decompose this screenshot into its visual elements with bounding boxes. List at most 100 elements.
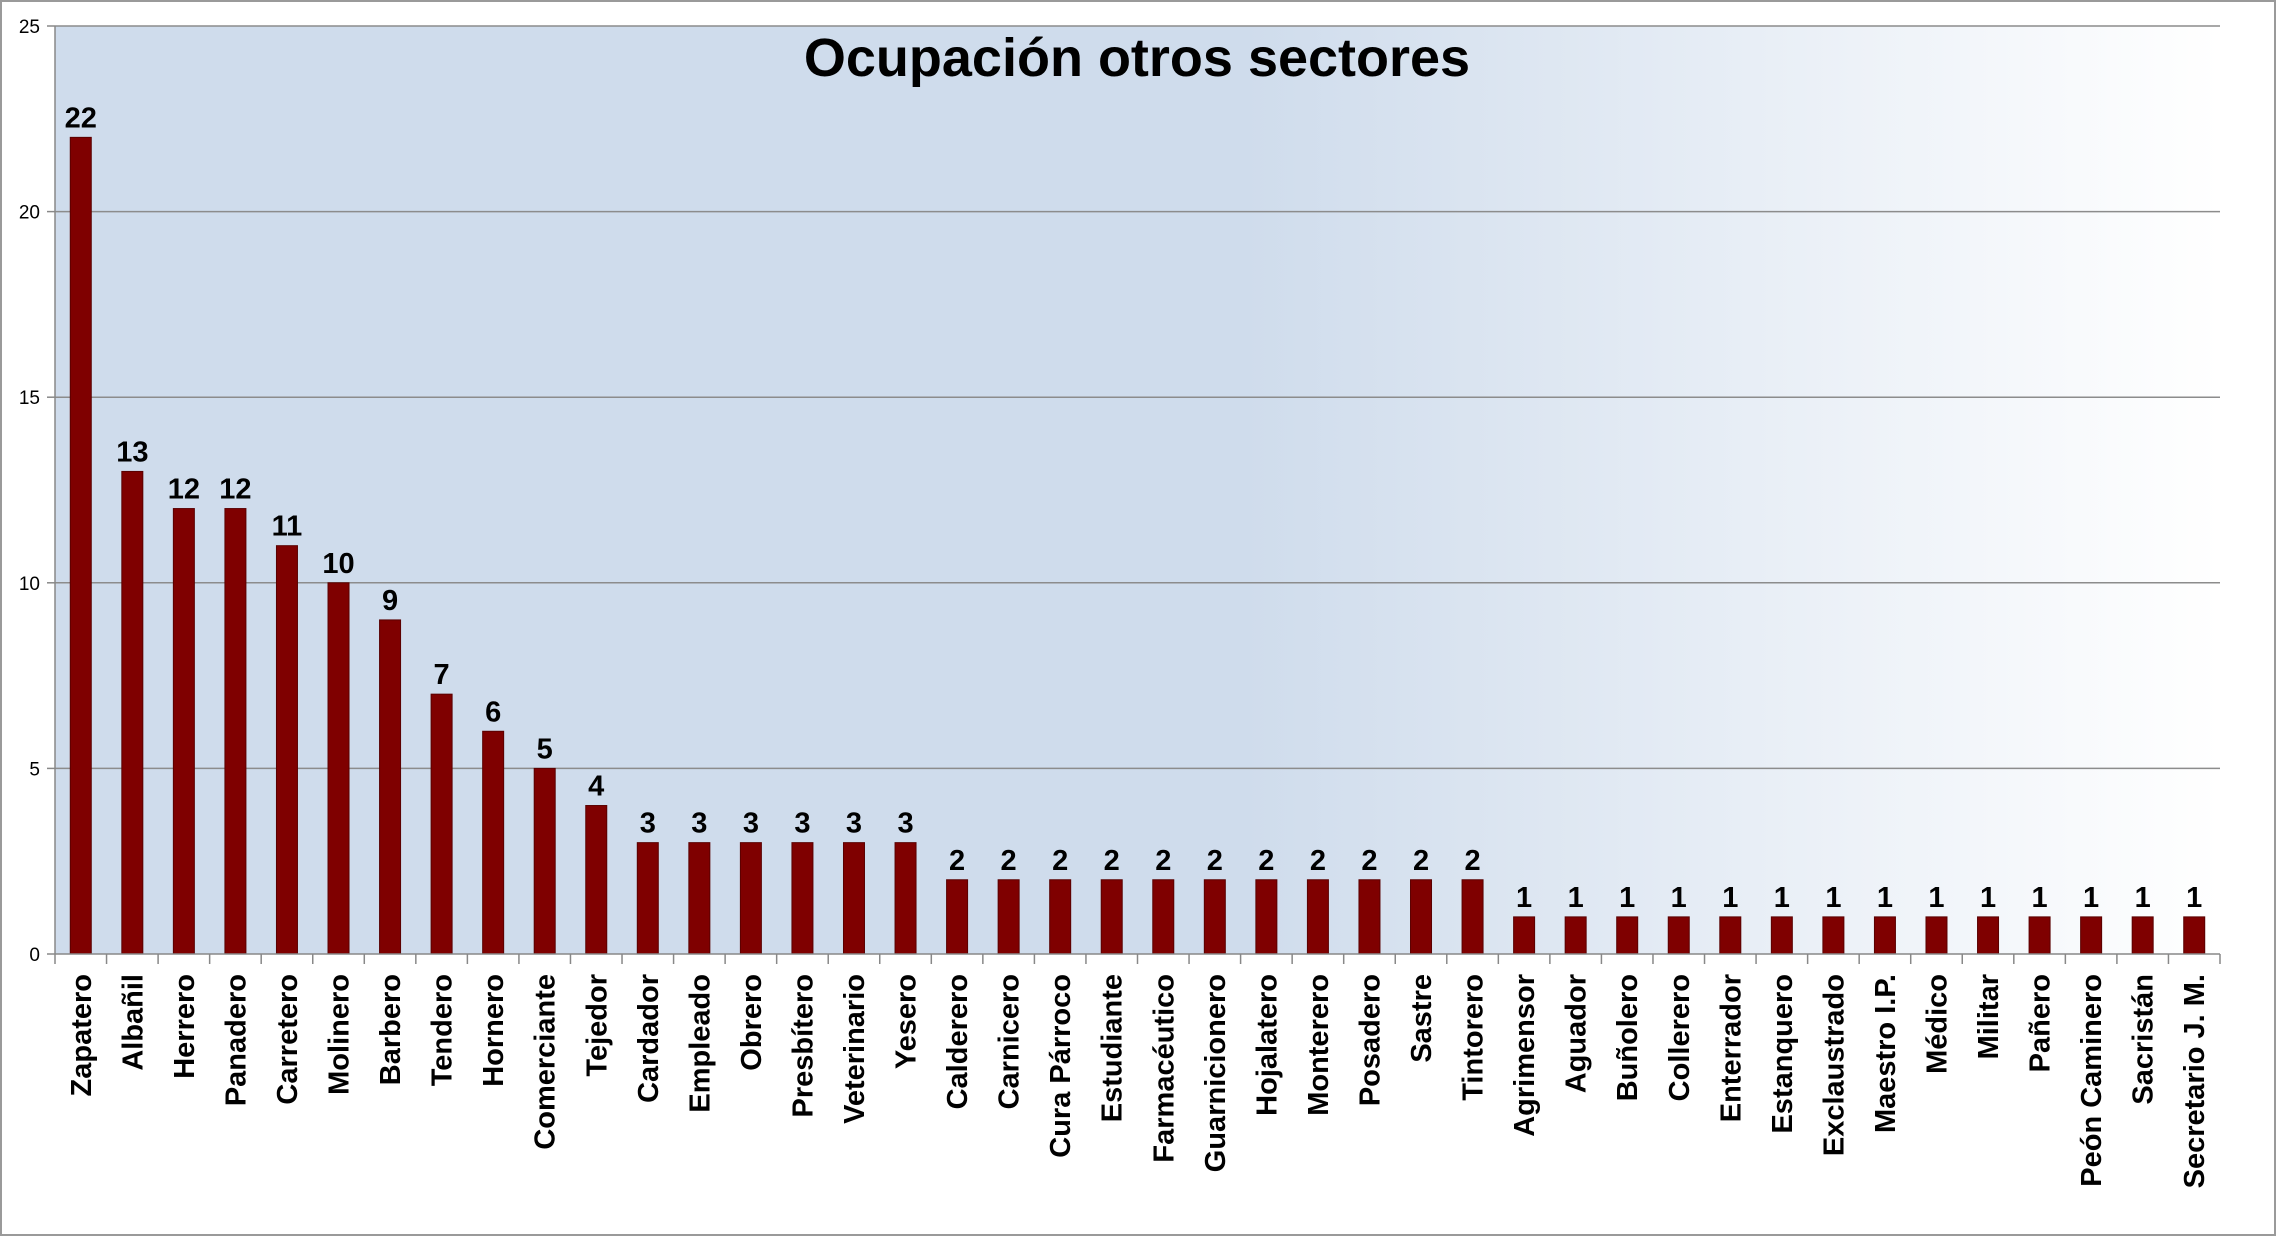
x-category-label: Monterero [1303, 974, 1335, 1116]
x-category-label: Posadero [1354, 974, 1386, 1106]
x-category-label: Cura Párroco [1045, 974, 1077, 1158]
data-label: 11 [272, 511, 303, 543]
data-label: 1 [1722, 882, 1738, 914]
x-category-label: Hojalatero [1251, 974, 1283, 1116]
bar [1719, 916, 1742, 955]
bar [1667, 916, 1690, 955]
x-category-label: Buñolero [1612, 974, 1644, 1101]
data-label: 3 [794, 808, 810, 840]
bar [997, 879, 1020, 955]
data-label: 12 [219, 474, 251, 506]
data-label: 7 [434, 659, 450, 691]
x-category-label: Secretario J. M. [2179, 974, 2211, 1188]
data-label: 3 [743, 808, 759, 840]
x-category-label: Albañil [117, 974, 149, 1071]
bar [1822, 916, 1845, 955]
x-category-label: Peón Caminero [2076, 974, 2108, 1187]
x-category-label: Estudiante [1097, 974, 1129, 1122]
data-label: 2 [1464, 845, 1480, 877]
x-category-label: Tendero [427, 974, 459, 1086]
data-label: 5 [537, 733, 553, 765]
y-tick-label: 25 [19, 17, 40, 38]
y-tick-label: 5 [29, 759, 40, 780]
x-category-label: Enterrador [1715, 974, 1747, 1122]
y-tick-label: 10 [19, 574, 40, 595]
x-category-label: Pañero [2025, 974, 2057, 1072]
bar [379, 619, 402, 955]
axes [54, 26, 2221, 964]
data-label: 1 [1825, 882, 1841, 914]
bar [533, 767, 556, 955]
x-category-label: Tintorero [1458, 974, 1490, 1101]
x-category-label: Collerero [1664, 974, 1696, 1101]
data-label: 1 [2032, 882, 2048, 914]
bar [2028, 916, 2051, 955]
bar [121, 470, 144, 955]
bar [1873, 916, 1896, 955]
x-category-label: Yesero [891, 974, 923, 1069]
x-category-label: Carretero [272, 974, 304, 1105]
bar [2131, 916, 2154, 955]
x-category-label: Estanquero [1767, 974, 1799, 1134]
x-category-label: Comerciante [530, 974, 562, 1150]
x-category-label: Zapatero [66, 974, 98, 1096]
data-label: 6 [485, 696, 501, 728]
x-category-label: Veterinario [839, 974, 871, 1124]
data-label: 2 [1361, 845, 1377, 877]
x-category-label: Sastre [1406, 974, 1438, 1063]
y-tick-labels: 0 5 10 15 20 25 [19, 17, 55, 966]
bar [172, 508, 195, 955]
data-label: 2 [949, 845, 965, 877]
x-category-label: Hornero [478, 974, 510, 1087]
data-label: 1 [1671, 882, 1687, 914]
y-tick-label: 0 [29, 945, 40, 966]
bar [224, 508, 247, 955]
bar [327, 582, 350, 955]
x-category-label: Médico [1921, 974, 1953, 1074]
bar [894, 842, 917, 955]
data-label: 4 [588, 771, 604, 803]
bar [275, 545, 298, 955]
x-category-label: Aguador [1561, 974, 1593, 1093]
x-category-label: Molinero [324, 974, 356, 1095]
data-label: 1 [2135, 882, 2151, 914]
bar [1461, 879, 1484, 955]
bar [1977, 916, 2000, 955]
data-label: 1 [1774, 882, 1790, 914]
x-category-label: Exclaustrado [1818, 974, 1850, 1156]
bar [2080, 916, 2103, 955]
chart-title: Ocupación otros sectores [804, 28, 1470, 88]
x-category-label: Farmacéutico [1148, 974, 1180, 1163]
x-category-label: Guarnicionero [1200, 974, 1232, 1172]
data-label: 1 [1619, 882, 1635, 914]
bar [1100, 879, 1123, 955]
x-category-label: Panadero [220, 974, 252, 1106]
bar [1358, 879, 1381, 955]
x-category-label: Tejedor [581, 974, 613, 1077]
x-category-label: Empleado [684, 974, 716, 1113]
x-category-label: Obrero [736, 974, 768, 1071]
data-label: 1 [1877, 882, 1893, 914]
data-label: 9 [382, 585, 398, 617]
data-label: 13 [116, 436, 148, 468]
x-category-label: Calderero [942, 974, 974, 1109]
bar [1410, 879, 1433, 955]
bar [2183, 916, 2206, 955]
bar [739, 842, 762, 955]
data-label: 1 [2083, 882, 2099, 914]
data-label: 2 [1413, 845, 1429, 877]
x-category-label: Barbero [375, 974, 407, 1085]
data-label: 2 [1310, 845, 1326, 877]
data-label: 2 [1207, 845, 1223, 877]
bar [1255, 879, 1278, 955]
bar [1616, 916, 1639, 955]
bar [636, 842, 659, 955]
data-label: 22 [65, 102, 97, 134]
bar [1770, 916, 1793, 955]
grid-lines [55, 25, 2220, 770]
bar [1049, 879, 1072, 955]
plot-background [55, 26, 2220, 954]
bar [842, 842, 865, 955]
bar [430, 693, 453, 955]
